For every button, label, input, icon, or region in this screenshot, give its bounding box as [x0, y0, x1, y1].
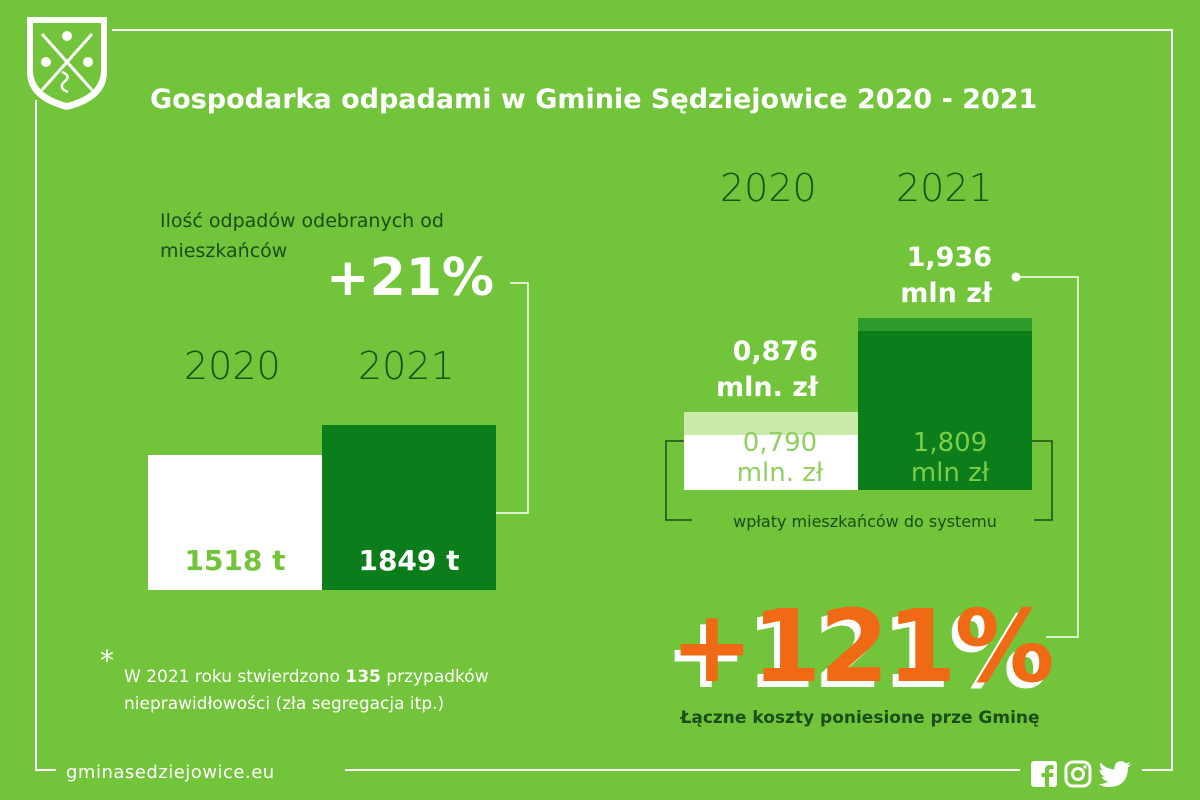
resident-payment-2020-value: 0,790: [742, 428, 818, 458]
finance-year-2020: 2020: [720, 166, 817, 210]
resident-payment-bar-2020: [684, 435, 858, 490]
resident-payment-bar-2021: [858, 330, 1032, 490]
waste-bar-2021: [322, 425, 496, 590]
waste-year-2020: 2020: [184, 344, 281, 388]
waste-label-2020: 1518 t: [184, 544, 286, 577]
irregularities-note: W 2021 roku stwierdzono 135 przypadków n…: [124, 664, 584, 718]
page-title: Gospodarka odpadami w Gminie Sędziejowic…: [150, 84, 1038, 115]
waste-change-percent: +21%: [326, 248, 495, 308]
resident-payment-2020-unit: mln. zł: [736, 458, 824, 488]
footer-website-link[interactable]: gminasedziejowice.eu: [66, 762, 275, 783]
total-cost-2021-value: 1,936: [906, 242, 992, 273]
resident-payment-2021-unit: mln zł: [910, 458, 990, 488]
total-cost-2020: 0,876 mln. zł: [690, 334, 818, 406]
waste-year-2021: 2021: [358, 344, 455, 388]
resident-payment-2021: 1,809 mln zł: [900, 428, 1000, 488]
facebook-icon[interactable]: [1030, 760, 1058, 788]
resident-payment-2021-value: 1,809: [912, 428, 988, 458]
total-cost-2021: 1,936 mln zł: [860, 240, 992, 312]
note-text-after: przypadków nieprawidłowości (zła segrega…: [124, 667, 489, 714]
crest-logo: [27, 17, 107, 110]
total-cost-2020-value: 0,876: [732, 336, 818, 367]
waste-subtitle: Ilość odpadów odebranych od mieszkańców: [160, 210, 444, 262]
waste-bar-2020: [148, 454, 322, 590]
note-count: 135: [345, 667, 381, 687]
twitter-icon[interactable]: [1098, 760, 1132, 788]
resident-payment-2020: 0,790 mln. zł: [730, 428, 830, 488]
asterisk-icon: *: [100, 644, 114, 677]
total-cost-2020-unit: mln. zł: [715, 372, 818, 403]
total-cost-2021-unit: mln zł: [900, 278, 992, 309]
finance-year-2021: 2021: [896, 166, 993, 210]
social-icons: [1030, 760, 1140, 790]
instagram-icon[interactable]: [1064, 760, 1092, 788]
total-costs-label: Łączne koszty poniesione prze Gminę: [680, 708, 1040, 728]
cost-change-percent: +121%: [670, 588, 1055, 705]
waste-label-2021: 1849 t: [358, 544, 460, 577]
resident-payments-label: wpłaty mieszkańców do systemu: [733, 512, 997, 531]
note-text-before: W 2021 roku stwierdzono: [124, 667, 346, 687]
